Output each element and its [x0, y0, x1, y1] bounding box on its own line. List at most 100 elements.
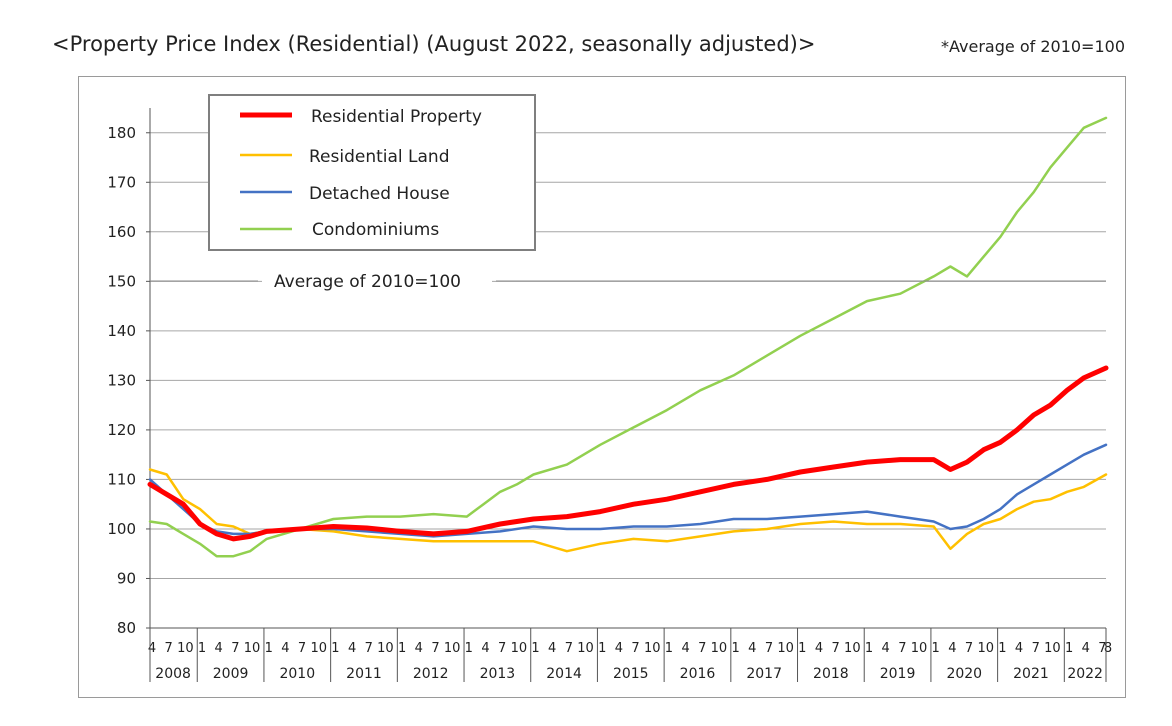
x-month-label: 7 [631, 641, 639, 656]
x-month-label: 4 [548, 641, 556, 656]
x-month-label: 7 [231, 641, 239, 656]
x-month-label: 1 [198, 641, 206, 656]
x-month-label: 4 [1082, 641, 1090, 656]
x-month-label: 1 [932, 641, 940, 656]
x-month-label: 4 [882, 641, 890, 656]
x-month-label: 4 [215, 641, 223, 656]
x-month-label: 4 [148, 641, 156, 656]
x-month-label: 7 [832, 641, 840, 656]
y-tick-label: 120 [107, 421, 136, 439]
x-year-label: 2009 [213, 666, 249, 682]
x-year-label: 2020 [946, 666, 982, 682]
y-tick-label: 130 [107, 371, 136, 389]
series-line-residential-property [147, 365, 1109, 542]
x-month-label: 10 [1044, 641, 1061, 656]
x-month-label: 1 [531, 641, 539, 656]
x-month-label: 1 [731, 641, 739, 656]
x-month-label: 1 [465, 641, 473, 656]
x-year-label: 2022 [1067, 666, 1103, 682]
legend-label: Condominiums [312, 220, 439, 240]
x-month-label: 1 [798, 641, 806, 656]
x-year-label: 2010 [279, 666, 315, 682]
legend: Residential Property Residential Land De… [208, 94, 536, 251]
x-year-label: 2008 [155, 666, 191, 682]
x-year-label: 2016 [680, 666, 716, 682]
annotation: Average of 2010=100 [150, 266, 1106, 296]
y-tick-label: 110 [107, 470, 136, 488]
x-month-label: 10 [310, 641, 327, 656]
y-tick-label: 80 [117, 619, 136, 637]
legend-label: Residential Property [311, 107, 482, 127]
x-year-label: 2018 [813, 666, 849, 682]
legend-label: Residential Land [309, 147, 450, 167]
x-month-label: 10 [444, 641, 461, 656]
legend-label: Detached House [309, 184, 450, 204]
x-month-label: 7 [431, 641, 439, 656]
y-tick-label: 90 [117, 569, 136, 587]
legend-item-residential-land: Residential Land [240, 147, 450, 167]
chart-title: <Property Price Index (Residential) (Aug… [52, 32, 816, 56]
x-year-label: 2013 [480, 666, 516, 682]
x-month-label: 7 [1098, 641, 1106, 656]
x-month-label: 4 [348, 641, 356, 656]
x-month-label: 10 [711, 641, 728, 656]
x-month-label: 10 [844, 641, 861, 656]
x-month-label: 10 [377, 641, 394, 656]
x-month-label: 4 [948, 641, 956, 656]
x-month-label: 1 [331, 641, 339, 656]
series-line-condominiums [148, 116, 1108, 558]
x-month-label: 7 [365, 641, 373, 656]
x-year-label: 2014 [546, 666, 582, 682]
y-tick-label: 140 [107, 322, 136, 340]
x-year-label: 2015 [613, 666, 649, 682]
index-base-note: *Average of 2010=100 [941, 37, 1125, 56]
x-month-label: 10 [977, 641, 994, 656]
x-month-label: 7 [765, 641, 773, 656]
x-month-label: 7 [565, 641, 573, 656]
x-month-label: 10 [244, 641, 261, 656]
x-month-label: 10 [177, 641, 194, 656]
y-tick-label: 160 [107, 223, 136, 241]
x-month-label: 10 [911, 641, 928, 656]
x-month-label: 7 [498, 641, 506, 656]
x-month-label: 1 [598, 641, 606, 656]
legend-item-condominiums: Condominiums [240, 220, 439, 240]
x-month-label: 7 [298, 641, 306, 656]
x-month-label: 7 [698, 641, 706, 656]
x-month-label: 1 [1065, 641, 1073, 656]
x-month-label: 4 [681, 641, 689, 656]
x-month-label: 10 [577, 641, 594, 656]
x-month-label: 1 [398, 641, 406, 656]
y-tick-label: 180 [107, 124, 136, 142]
x-year-label: 2012 [413, 666, 449, 682]
x-year-label: 2011 [346, 666, 382, 682]
x-month-label: 4 [281, 641, 289, 656]
x-month-label: 10 [511, 641, 528, 656]
y-tick-label: 100 [107, 520, 136, 538]
x-month-label: 4 [415, 641, 423, 656]
x-month-label: 7 [898, 641, 906, 656]
x-month-label: 10 [777, 641, 794, 656]
x-month-label: 7 [965, 641, 973, 656]
x-month-label: 1 [998, 641, 1006, 656]
x-month-label: 1 [265, 641, 273, 656]
x-month-label: 4 [1015, 641, 1023, 656]
y-tick-label: 150 [107, 272, 136, 290]
chart-frame [78, 76, 1126, 698]
x-axis: 4 7 10 1 4 7 10 1 4 7 10 1 4 7 10 1 4 7 10 1 4 7 10 1 4 7 10 1 4 7 10 1… [148, 627, 1112, 682]
x-month-label: 4 [815, 641, 823, 656]
x-year-label: 2021 [1013, 666, 1049, 682]
x-month-label: 4 [481, 641, 489, 656]
series-line-residential-land [148, 468, 1108, 553]
y-tick-label: 170 [107, 173, 136, 191]
x-month-label: 7 [165, 641, 173, 656]
series-lines [147, 116, 1109, 558]
x-month-label: 1 [865, 641, 873, 656]
x-month-label: 8 [1104, 641, 1112, 656]
y-axis: 80 90 100 110 120 130 140 150 160 170 180 [107, 108, 151, 637]
series-line-detached-house [148, 443, 1108, 538]
x-month-label: 7 [1032, 641, 1040, 656]
x-month-label: 1 [665, 641, 673, 656]
annotation-text: Average of 2010=100 [274, 272, 461, 292]
